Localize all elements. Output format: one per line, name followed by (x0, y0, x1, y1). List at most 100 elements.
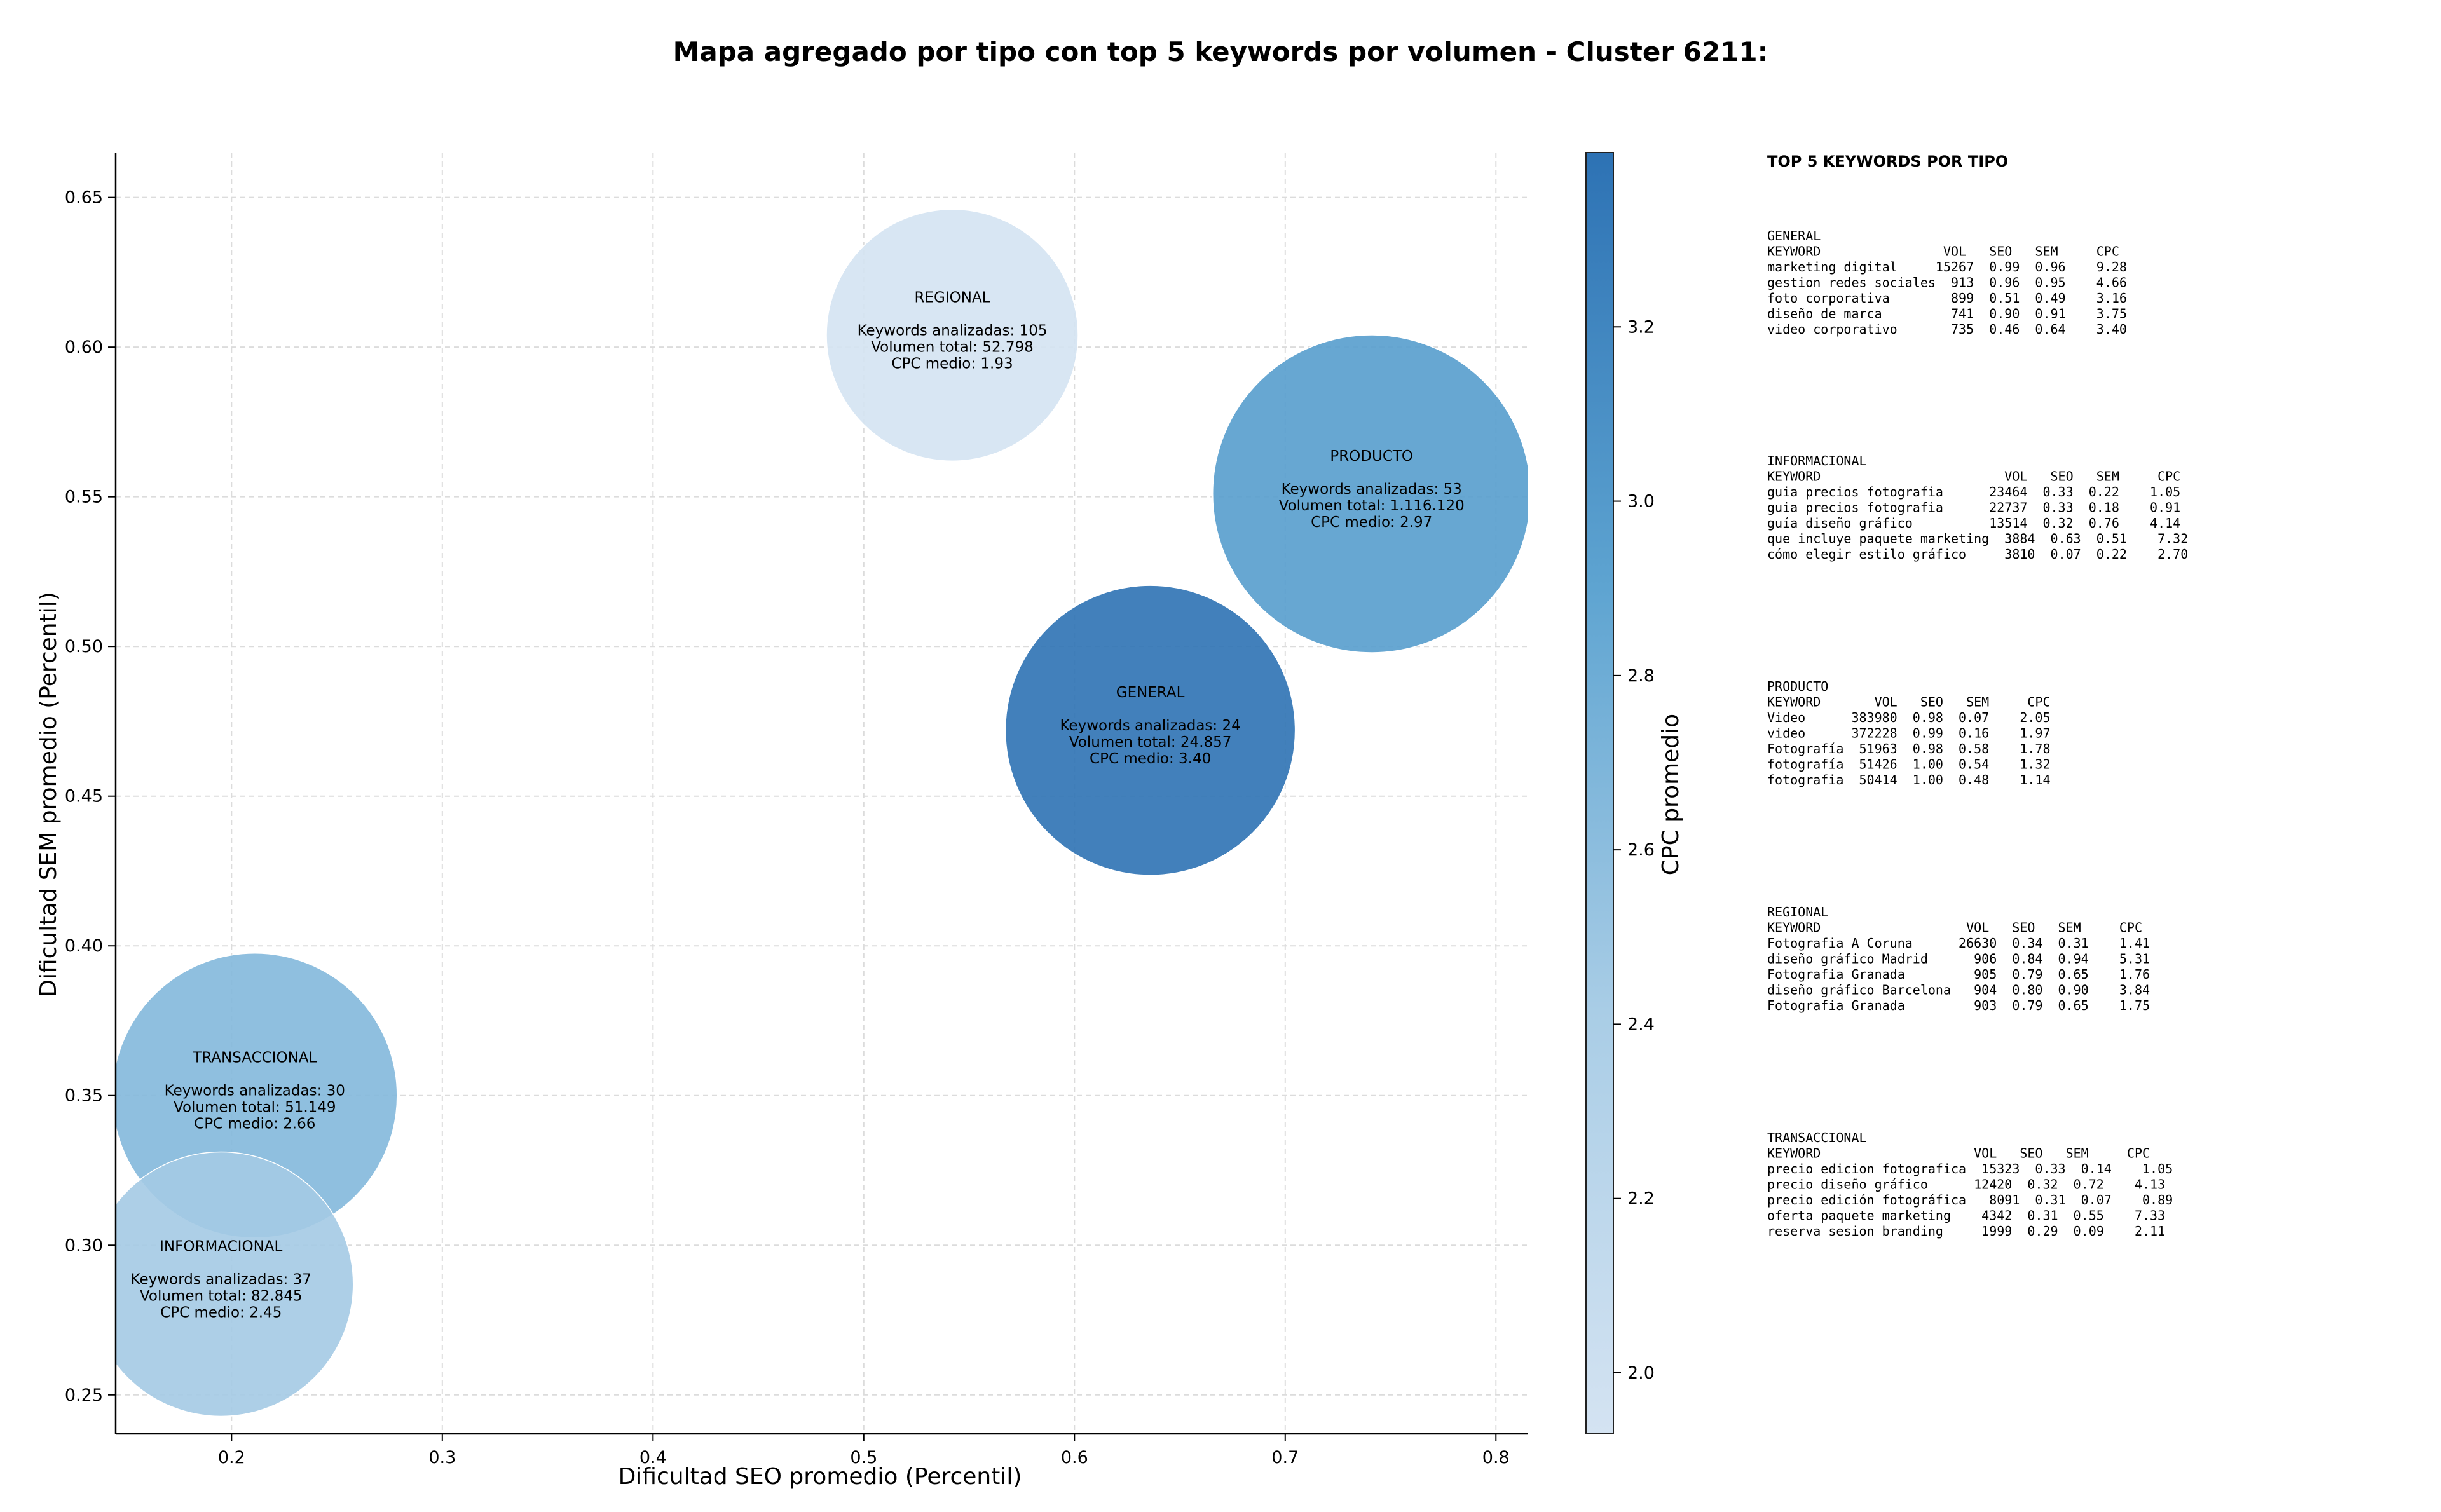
top5-block-row: diseño gráfico Madrid 906 0.84 0.94 5.31 (1767, 951, 2150, 967)
bubble-volume-label: Volumen total: 24.857 (1069, 734, 1232, 751)
top5-block-row: reserva sesion branding 1999 0.29 0.09 2… (1767, 1223, 2165, 1239)
top5-block-row: foto corporativa 899 0.51 0.49 3.16 (1767, 290, 2127, 306)
colorbar-gradient (1585, 152, 1614, 1434)
bubble-type-label: PRODUCTO (1330, 448, 1413, 465)
x-tick-label: 0.7 (1271, 1448, 1299, 1468)
top5-block-row: precio edición fotográfica 8091 0.31 0.0… (1767, 1192, 2173, 1208)
top5-block-header: KEYWORD VOL SEO SEM CPC (1767, 469, 2180, 484)
bubble-keywords-label: Keywords analizadas: 37 (131, 1271, 311, 1288)
top5-block-heading: REGIONAL (1767, 904, 1828, 920)
axes: 0.2 0.3 0.4 0.5 0.6 0.7 0.8 0.25 0.30 0.35 0.40 0.4… (65, 153, 1528, 1468)
bubble-keywords-label: Keywords analizadas: 24 (1060, 718, 1241, 734)
top5-block-row: oferta paquete marketing 4342 0.31 0.55 … (1767, 1208, 2165, 1223)
y-tick-label: 0.50 (65, 637, 103, 657)
y-tick-label: 0.45 (65, 787, 103, 807)
colorbar-tick-label: 2.4 (1627, 1014, 1655, 1034)
bubble-circle (826, 208, 1079, 462)
colorbar-tick-label: 3.2 (1627, 317, 1655, 337)
bubble-cpc-label: CPC medio: 3.40 (1090, 751, 1211, 767)
top5-block-row: cómo elegir estilo gráfico 3810 0.07 0.2… (1767, 547, 2188, 562)
top5-block-row: precio diseño gráfico 12420 0.32 0.72 4.… (1767, 1177, 2165, 1192)
y-tick-label: 0.25 (65, 1386, 103, 1405)
colorbar-tick-label: 2.2 (1627, 1189, 1655, 1209)
top5-block-heading: TRANSACCIONAL (1767, 1130, 1867, 1145)
x-tick-label: 0.6 (1061, 1448, 1088, 1468)
x-axis-label: Dificultad SEO promedio (Percentil) (619, 1464, 1022, 1490)
top5-block-heading: PRODUCTO (1767, 679, 1828, 694)
top5-block-row: Fotografia A Coruna 26630 0.34 0.31 1.41 (1767, 936, 2150, 951)
bubble-cpc-label: CPC medio: 1.93 (891, 355, 1013, 372)
x-tick-label: 0.8 (1482, 1448, 1510, 1468)
top5-block-row: guía diseño gráfico 13514 0.32 0.76 4.14 (1767, 515, 2180, 531)
top5-block-header: KEYWORD VOL SEO SEM CPC (1767, 244, 2119, 259)
bubble-volume-label: Volumen total: 82.845 (140, 1288, 303, 1304)
y-tick-label: 0.55 (65, 487, 103, 507)
bubble-type-label: TRANSACCIONAL (192, 1050, 317, 1066)
top5-block-row: que incluye paquete marketing 3884 0.63 … (1767, 531, 2188, 547)
x-tick-label: 0.4 (639, 1448, 667, 1468)
colorbar-tick-label: 2.6 (1627, 840, 1655, 860)
y-tick-label: 0.60 (65, 337, 103, 357)
bubble-volume-label: Volumen total: 51.149 (174, 1100, 336, 1116)
bubble-volume-label: Volumen total: 52.798 (871, 339, 1034, 355)
top5-block-row: diseño de marca 741 0.90 0.91 3.75 (1767, 306, 2127, 322)
top5-block-row: video corporativo 735 0.46 0.64 3.40 (1767, 322, 2127, 337)
top5-block-row: Video 383980 0.98 0.07 2.05 (1767, 710, 2051, 725)
top5-block-row: Fotografia Granada 905 0.79 0.65 1.76 (1767, 967, 2150, 982)
colorbar-label: CPC promedio (1658, 714, 1684, 875)
y-tick-label: 0.65 (65, 188, 103, 208)
colorbar-tick-label: 3.0 (1627, 492, 1655, 512)
bubble-circle (116, 1151, 354, 1417)
top5-block-row: fotografia 50414 1.00 0.48 1.14 (1767, 772, 2051, 787)
top5-block-row: fotografía 51426 1.00 0.54 1.32 (1767, 757, 2051, 772)
top5-block-row: Fotografía 51963 0.98 0.58 1.78 (1767, 741, 2051, 756)
bubble-circle (1004, 585, 1296, 876)
top5-block-row: guia precios fotografia 23464 0.33 0.22 … (1767, 484, 2180, 500)
bubble-cpc-label: CPC medio: 2.45 (160, 1304, 282, 1321)
top5-block-heading: GENERAL (1767, 228, 1821, 243)
chart-title: Mapa agregado por tipo con top 5 keyword… (673, 36, 1768, 67)
bubble-cpc-label: CPC medio: 2.66 (194, 1116, 315, 1133)
bubble-volume-label: Volumen total: 1.116.120 (1279, 498, 1465, 514)
bubble-type-label: GENERAL (1116, 684, 1185, 701)
bubble-type-label: INFORMACIONAL (160, 1238, 282, 1255)
top5-block-row: gestion redes sociales 913 0.96 0.95 4.6… (1767, 275, 2127, 290)
top5-block-row: Fotografia Granada 903 0.79 0.65 1.75 (1767, 998, 2150, 1013)
x-tick-label: 0.3 (428, 1448, 456, 1468)
top5-block-header: KEYWORD VOL SEO SEM CPC (1767, 920, 2142, 936)
bubble-regional: REGIONAL Keywords analizadas: 105Volumen … (826, 208, 1079, 462)
colorbar: 2.0 2.2 2.4 2.6 2.8 3.0 3.2 (1585, 152, 1655, 1434)
top5-block-heading: INFORMACIONAL (1767, 453, 1867, 468)
x-tick-label: 0.2 (218, 1448, 245, 1468)
top5-block-header: KEYWORD VOL SEO SEM CPC (1767, 1146, 2150, 1161)
bubble-keywords-label: Keywords analizadas: 30 (165, 1083, 345, 1100)
bubble-informacional: INFORMACIONAL Keywords analizadas: 37Volu… (116, 1151, 354, 1417)
x-tick-label: 0.5 (850, 1448, 877, 1468)
colorbar-tick-label: 2.0 (1627, 1363, 1655, 1383)
top5-block-row: precio edicion fotografica 15323 0.33 0.… (1767, 1161, 2173, 1176)
top5-block-row: marketing digital 15267 0.99 0.96 9.28 (1767, 259, 2127, 275)
bubble-circle (1212, 334, 1528, 653)
top5-panel-title: TOP 5 KEYWORDS POR TIPO (1767, 153, 2008, 170)
bubble-type-label: REGIONAL (915, 289, 990, 306)
y-tick-label: 0.40 (65, 936, 103, 956)
bubble-keywords-label: Keywords analizadas: 105 (858, 322, 1048, 339)
bubble-cpc-label: CPC medio: 2.97 (1311, 514, 1432, 531)
top5-block-row: diseño gráfico Barcelona 904 0.80 0.90 3… (1767, 983, 2150, 998)
y-tick-label: 0.30 (65, 1236, 103, 1255)
y-axis-label: Dificultad SEM promedio (Percentil) (36, 592, 62, 997)
y-tick-label: 0.35 (65, 1086, 103, 1106)
colorbar-tick-label: 2.8 (1627, 666, 1655, 686)
top5-block-header: KEYWORD VOL SEO SEM CPC (1767, 695, 2051, 710)
top5-block-row: video 372228 0.99 0.16 1.97 (1767, 726, 2051, 741)
